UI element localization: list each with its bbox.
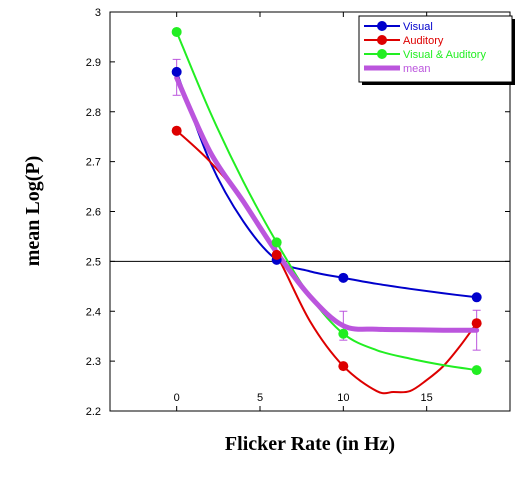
series-lines <box>174 30 480 395</box>
data-point <box>171 125 182 136</box>
legend-marker <box>377 35 387 45</box>
series-line <box>174 75 480 333</box>
legend-marker <box>377 49 387 59</box>
data-point <box>471 365 482 376</box>
legend-marker <box>377 21 387 31</box>
data-point <box>271 237 282 248</box>
data-point <box>171 26 182 37</box>
x-tick-label: 15 <box>421 392 433 404</box>
data-point <box>271 249 282 260</box>
legend-label: mean <box>403 63 431 75</box>
y-tick-label: 2.8 <box>86 107 101 119</box>
x-tick-label: 10 <box>337 392 349 404</box>
y-tick-label: 2.2 <box>86 406 101 418</box>
y-tick-label: 2.6 <box>86 207 101 219</box>
legend-label: Auditory <box>403 35 444 47</box>
data-point <box>338 361 349 372</box>
x-tick-label: 5 <box>257 392 263 404</box>
y-tick-label: 2.3 <box>86 356 101 368</box>
x-axis-title: Flicker Rate (in Hz) <box>225 433 395 455</box>
x-tick-label: 0 <box>174 392 180 404</box>
y-axis-title: mean Log(P) <box>22 156 44 267</box>
y-tick-label: 2.5 <box>86 256 101 268</box>
y-tick-label: 3 <box>95 7 101 19</box>
y-tick-label: 2.7 <box>86 157 101 169</box>
data-point <box>471 292 482 303</box>
markers <box>171 26 482 376</box>
y-tick-label: 2.4 <box>86 306 101 318</box>
data-point <box>338 272 349 283</box>
y-tick-label: 2.9 <box>86 57 101 69</box>
data-point <box>338 328 349 339</box>
ticks: 2.2 2.3 2.4 2.5 2.6 2.7 2.8 2.9 3 0 5 10 15 <box>86 7 510 418</box>
legend-label: Visual <box>403 21 433 33</box>
legend: Visual Auditory Visual & Auditory mean <box>358 15 515 85</box>
series-line <box>175 70 478 299</box>
legend-label: Visual & Auditory <box>403 49 486 61</box>
data-point <box>471 318 482 329</box>
data-point <box>171 66 182 77</box>
error-bars <box>172 58 481 351</box>
